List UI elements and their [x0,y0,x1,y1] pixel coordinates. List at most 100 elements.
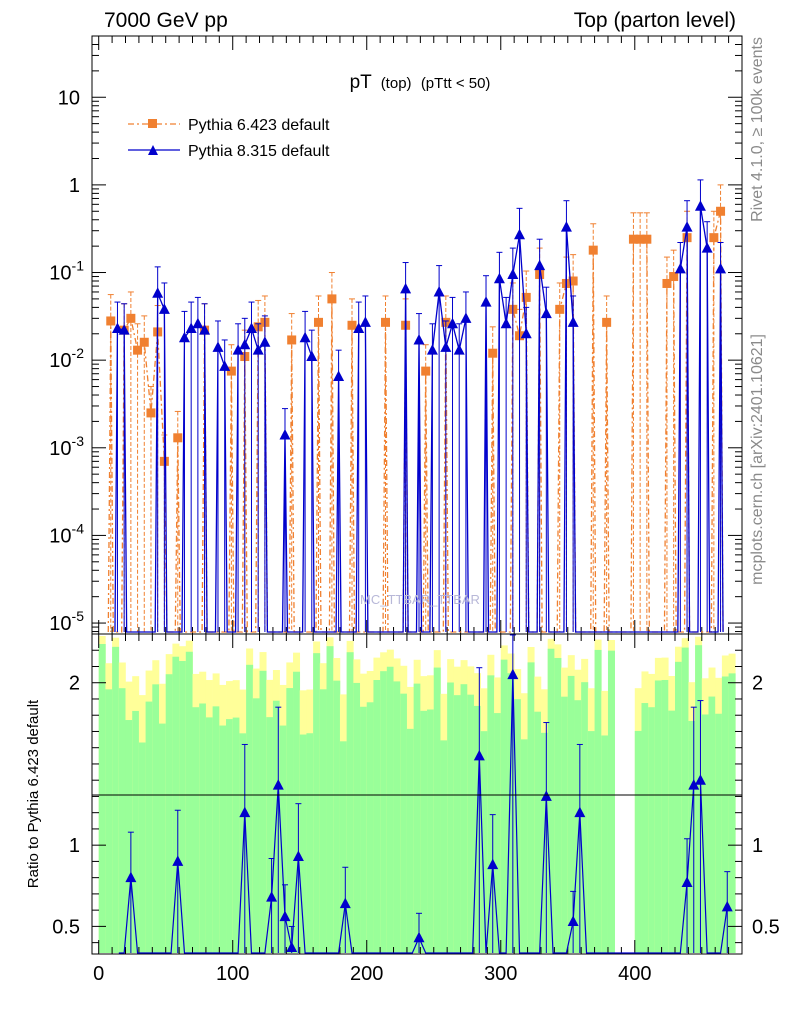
main-point-pythia8 [493,272,505,284]
main-point-pythia6 [588,245,598,255]
chart-title-sub: (top) [381,75,412,92]
main-point-pythia6 [642,234,652,244]
ratio-band-green [634,730,642,953]
ratio-band-green [715,713,723,953]
ratio-band-green [172,656,180,953]
ratio-band-green [326,646,334,953]
ratio-series-layer [118,634,733,954]
ratio-band-green [587,731,595,953]
ratio-band-green [520,739,528,953]
main-point-pythia8 [447,317,459,329]
main-point-pythia6 [313,317,323,327]
ratio-point [125,871,137,883]
ratio-band-green [728,673,736,953]
mcplots-label: mcplots.cern.ch [arXiv:2401.10621] [749,334,766,585]
ratio-band-green [668,710,676,953]
ratio-x-tick-label: 100 [216,963,249,985]
main-y-tick-label: 10-3 [49,433,84,460]
main-point-pythia6 [709,233,719,243]
ratio-band-green [433,667,441,953]
legend: Pythia 6.423 default Pythia 8.315 defaul… [128,117,330,160]
ratio-point [507,668,519,680]
main-point-pythia6 [287,335,297,345]
ratio-band-green [205,717,213,953]
ratio-band-green [447,682,455,953]
ratio-series-line [118,674,728,954]
ratio-band-green [272,700,280,953]
main-y-tick-label: 10-2 [49,345,84,372]
main-point-pythia6 [716,206,726,216]
main-point-pythia8 [567,316,579,327]
ratio-band-green [440,740,448,953]
ratio-band-green [567,675,575,953]
main-point-pythia8 [239,338,251,350]
ratio-band-green [159,723,167,953]
main-point-pythia6 [173,433,183,443]
ratio-point [279,910,291,922]
legend-marker-triangle [148,145,158,155]
main-point-pythia8 [219,360,231,371]
ratio-band-green [460,684,468,953]
main-point-pythia8 [500,317,512,329]
main-point-pythia8 [400,282,412,294]
ratio-point [487,858,499,870]
ratio-band-green [226,719,234,953]
main-point-pythia8 [353,322,365,333]
main-point-pythia6 [568,276,578,286]
main-y-tick-label: 10-5 [49,608,84,635]
ratio-band-green [306,733,314,953]
ratio-band-green [98,644,106,953]
ratio-band-green [333,680,341,953]
main-point-pythia8 [480,296,492,307]
main-point-pythia8 [674,262,686,274]
main-point-pythia6 [488,348,498,358]
ratio-band-green [373,680,381,953]
header-left: 7000 GeV pp [104,9,228,32]
main-point-pythia8 [245,322,257,333]
main-point-pythia8 [279,428,291,440]
ratio-band-green [601,735,609,953]
main-point-pythia8 [560,221,572,232]
ratio-band-green [380,671,388,953]
main-point-pythia6 [133,345,143,355]
main-point-pythia8 [359,316,371,327]
main-point-pythia6 [327,294,337,304]
main-point-pythia6 [381,317,391,327]
ratio-band-green [246,664,254,953]
ratio-band-green [688,720,696,953]
ratio-band-green [279,725,287,953]
ratio-band-green [507,673,515,953]
main-point-pythia8 [118,324,130,335]
main-point-pythia8 [453,344,465,355]
ratio-band-green [299,734,307,953]
main-point-pythia8 [460,312,472,323]
main-point-pythia8 [514,228,526,240]
ratio-ylabel: Ratio to Pythia 6.423 default [25,699,42,888]
ratio-band-green [561,696,569,953]
main-point-pythia8 [192,317,204,329]
ratio-band-green [353,682,361,953]
main-series-line-pythia8 [114,206,724,633]
ratio-point [286,941,298,953]
main-point-pythia8 [333,370,345,382]
main-point-pythia6 [347,320,357,330]
ratio-y-tick-label-right: 2 [752,673,763,695]
ratio-point [721,900,733,912]
main-y-tick-label: 1 [69,175,80,197]
main-point-pythia6 [555,304,565,314]
ratio-band-green [138,742,146,953]
ratio-point [266,891,278,902]
ratio-band-green [232,717,240,953]
ratio-band-green [165,674,173,953]
ratio-point [567,915,579,927]
ratio-band-green [427,709,435,953]
ratio-point [292,850,304,862]
ratio-band-green [339,741,347,953]
main-point-pythia6 [106,316,116,326]
main-point-pythia8 [158,303,170,314]
ratio-band-green [554,657,562,953]
main-point-pythia6 [421,366,431,376]
ratio-y-tick-label-right: 0.5 [752,916,780,938]
ratio-x-tick-label: 0 [93,963,104,985]
